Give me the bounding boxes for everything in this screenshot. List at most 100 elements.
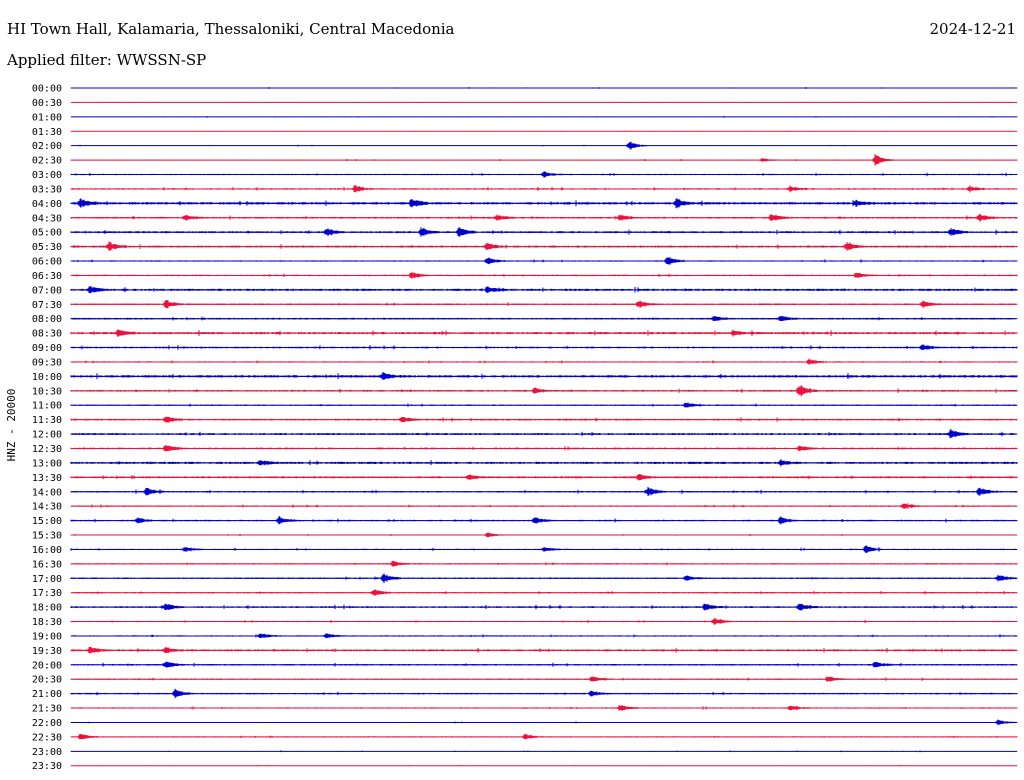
row-time-label: 09:30: [32, 357, 62, 368]
row-time-label: 03:30: [32, 184, 62, 195]
seismic-trace-row: [70, 589, 1018, 596]
row-time-label: 05:30: [32, 242, 62, 253]
row-time-label: 12:30: [32, 444, 62, 455]
seismic-trace-row: [70, 750, 1018, 753]
row-time-label: 14:00: [32, 487, 62, 498]
row-time-label: 20:00: [32, 660, 62, 671]
row-time-label: 03:00: [32, 170, 62, 181]
row-time-label: 16:30: [32, 559, 62, 570]
filter-label: Applied filter: WWSSN-SP: [7, 51, 207, 69]
seismic-trace-row: [70, 185, 1018, 193]
seismic-trace-row: [70, 171, 1018, 178]
seismic-trace-row: [70, 153, 1018, 166]
seismic-trace-row: [70, 299, 1018, 309]
row-time-label: 13:30: [32, 473, 62, 484]
row-time-label: 11:00: [32, 401, 62, 412]
seismic-trace-row: [70, 688, 1018, 699]
row-time-label: 23:00: [32, 747, 62, 758]
row-time-label: 02:30: [32, 156, 62, 167]
seismic-trace-row: [70, 459, 1018, 467]
row-time-label: 06:30: [32, 271, 62, 282]
seismic-trace-row: [70, 445, 1018, 452]
row-time-label: 18:30: [32, 617, 62, 628]
row-time-label: 23:30: [32, 761, 62, 772]
seismic-trace-row: [70, 87, 1018, 89]
seismic-trace-row: [70, 676, 1018, 682]
seismic-trace-row: [70, 358, 1018, 365]
row-labels: 00:00 00:30 01:00 01:30 02:00 02:30 03:00 03:30…: [32, 84, 62, 773]
seismic-trace-row: [70, 733, 1018, 740]
row-time-label: 13:00: [32, 458, 62, 469]
row-time-label: 01:30: [32, 127, 62, 138]
row-time-label: 22:00: [32, 718, 62, 729]
seismic-trace-row: [70, 213, 1018, 222]
row-time-label: 08:00: [32, 314, 62, 325]
seismic-trace-row: [70, 329, 1018, 337]
seismic-trace-row: [70, 372, 1018, 381]
seismic-trace-row: [70, 257, 1018, 265]
seismic-trace-row: [70, 532, 1018, 538]
row-time-label: 07:30: [32, 300, 62, 311]
seismic-trace-row: [70, 603, 1018, 611]
row-time-label: 19:30: [32, 646, 62, 657]
seismic-trace-row: [70, 503, 1018, 509]
row-time-label: 00:30: [32, 98, 62, 109]
seismic-trace-row: [70, 573, 1018, 584]
row-time-label: 01:00: [32, 112, 62, 123]
row-time-label: 21:00: [32, 689, 62, 700]
row-time-label: 22:30: [32, 732, 62, 743]
seismic-trace-row: [70, 428, 1018, 439]
seismic-trace-row: [70, 227, 1018, 237]
row-time-label: 07:00: [32, 285, 62, 296]
seismic-trace-row: [70, 765, 1018, 767]
row-time-label: 18:00: [32, 603, 62, 614]
seismic-trace-row: [70, 198, 1018, 209]
seismic-trace-row: [70, 719, 1018, 726]
record-date: 2024-12-21: [929, 20, 1016, 38]
seismic-trace-row: [70, 560, 1018, 567]
seismic-trace-row: [70, 271, 1018, 279]
row-time-label: 12:00: [32, 430, 62, 441]
seismic-trace-row: [70, 286, 1018, 294]
seismic-trace-row: [70, 646, 1018, 654]
row-time-label: 10:00: [32, 372, 62, 383]
row-time-label: 11:30: [32, 415, 62, 426]
row-time-label: 09:00: [32, 343, 62, 354]
seismic-trace-row: [70, 101, 1018, 103]
row-time-label: 20:30: [32, 675, 62, 686]
row-time-label: 21:30: [32, 704, 62, 715]
seismic-trace-row: [70, 545, 1018, 554]
seismic-trace-row: [70, 141, 1018, 150]
seismic-trace-row: [70, 315, 1018, 322]
row-time-label: 04:30: [32, 213, 62, 224]
row-time-label: 17:00: [32, 574, 62, 585]
row-time-label: 14:30: [32, 502, 62, 513]
row-time-label: 05:00: [32, 228, 62, 239]
row-time-label: 17:30: [32, 588, 62, 599]
seismic-trace-row: [70, 344, 1018, 350]
row-time-label: 15:30: [32, 531, 62, 542]
seismic-trace-row: [70, 385, 1018, 397]
seismic-trace-row: [70, 633, 1018, 639]
seismic-trace-row: [70, 618, 1018, 625]
row-time-label: 04:00: [32, 199, 62, 210]
row-time-label: 15:00: [32, 516, 62, 527]
row-time-label: 19:00: [32, 631, 62, 642]
channel-label: HNZ - 20000: [5, 389, 18, 462]
row-time-label: 16:00: [32, 545, 62, 556]
seismic-trace-row: [70, 516, 1018, 525]
station-title: HI Town Hall, Kalamaria, Thessaloniki, C…: [7, 20, 455, 38]
seismic-traces: [70, 87, 1018, 767]
seismic-trace-row: [70, 115, 1018, 118]
seismic-trace-row: [70, 704, 1018, 711]
seismic-trace-row: [70, 661, 1018, 668]
row-time-label: 08:30: [32, 329, 62, 340]
seismic-trace-row: [70, 486, 1018, 496]
seismic-trace-row: [70, 130, 1018, 132]
row-time-label: 10:30: [32, 386, 62, 397]
row-time-label: 06:00: [32, 257, 62, 268]
row-time-label: 02:00: [32, 141, 62, 152]
seismic-trace-row: [70, 473, 1018, 481]
row-time-label: 00:00: [32, 84, 62, 95]
